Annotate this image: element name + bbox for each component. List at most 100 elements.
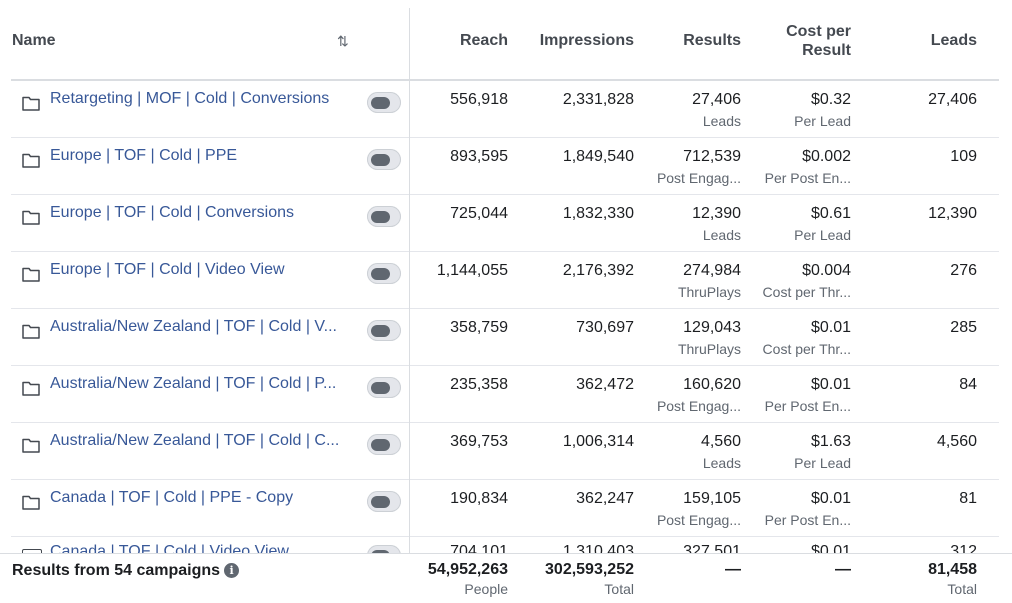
campaign-name-link[interactable]: Europe | TOF | Cold | PPE [50, 147, 238, 164]
leads-value: 312 [950, 543, 977, 555]
table-row[interactable]: Europe | TOF | Cold | Video View 1,144,05… [0, 251, 1012, 308]
cost-type: Cost per Thr... [762, 284, 851, 300]
total-results: — [725, 561, 741, 578]
cost-value: $1.63 [810, 433, 851, 450]
impressions-value: 2,176,392 [562, 262, 634, 279]
cost-type: Per Post En... [764, 398, 851, 414]
column-header-cost-per-result[interactable]: Cost per Result [752, 22, 851, 60]
cost-type: Per Lead [794, 455, 851, 471]
campaign-toggle[interactable] [367, 545, 401, 555]
folder-icon [22, 438, 40, 453]
campaign-name-link[interactable]: Europe | TOF | Cold | Video View [50, 261, 285, 278]
campaign-name-link[interactable]: Australia/New Zealand | TOF | Cold | P..… [50, 375, 337, 392]
toggle-knob [371, 325, 390, 337]
table-row[interactable]: Europe | TOF | Cold | PPE 893,595 1,849,54… [0, 137, 1012, 194]
campaign-name-link[interactable]: Retargeting | MOF | Cold | Conversions [50, 90, 330, 107]
cost-header-line2: Result [802, 42, 851, 59]
sort-icon[interactable]: ⇅ [337, 33, 349, 49]
results-value: 129,043 [683, 319, 741, 336]
folder-icon [22, 549, 42, 555]
info-icon[interactable]: i [224, 563, 240, 579]
leads-value: 27,406 [928, 91, 977, 108]
summary-label: Results from 54 campaigns i [12, 562, 240, 580]
campaign-toggle[interactable] [367, 92, 401, 113]
reach-value: 704,101 [450, 543, 508, 555]
column-header-name[interactable]: Name [12, 32, 56, 49]
leads-value: 276 [950, 262, 977, 279]
total-leads-sub: Total [947, 581, 977, 597]
folder-icon [22, 267, 40, 282]
table-row[interactable]: Australia/New Zealand | TOF | Cold | C..… [0, 422, 1012, 479]
cost-value: $0.32 [810, 91, 851, 108]
results-type: Leads [702, 227, 741, 243]
cost-type: Per Post En... [764, 512, 851, 528]
impressions-value: 730,697 [576, 319, 634, 336]
cost-value: $0.61 [810, 205, 851, 222]
leads-value: 81 [959, 490, 977, 507]
impressions-value: 1,006,314 [562, 433, 634, 450]
leads-value: 109 [950, 148, 977, 165]
campaign-name-link[interactable]: Australia/New Zealand | TOF | Cold | V..… [50, 318, 337, 335]
folder-icon [22, 210, 40, 225]
row-divider [11, 251, 999, 252]
row-divider [11, 536, 999, 537]
toggle-knob [371, 439, 390, 451]
cost-value: $0.01 [810, 490, 851, 507]
leads-value: 84 [959, 376, 977, 393]
campaign-name-link[interactable]: Australia/New Zealand | TOF | Cold | C..… [50, 432, 340, 449]
folder-icon [22, 495, 40, 510]
results-type: Leads [702, 455, 741, 471]
results-type: ThruPlays [677, 284, 741, 300]
cost-type: Per Post En... [764, 170, 851, 186]
results-type: Post Engag... [656, 398, 741, 414]
row-divider [11, 422, 999, 423]
row-divider [11, 308, 999, 309]
impressions-value: 1,832,330 [562, 205, 634, 222]
table-row[interactable]: Europe | TOF | Cold | Conversions 725,044… [0, 194, 1012, 251]
table-row[interactable]: Australia/New Zealand | TOF | Cold | P..… [0, 365, 1012, 422]
reach-value: 893,595 [450, 148, 508, 165]
campaign-name-link[interactable]: Canada | TOF | Cold | PPE - Copy [50, 489, 294, 506]
reach-value: 190,834 [450, 490, 508, 507]
reach-value: 1,144,055 [436, 262, 508, 279]
campaign-toggle[interactable] [367, 377, 401, 398]
toggle-knob [371, 496, 390, 508]
leads-value: 4,560 [936, 433, 977, 450]
table-row[interactable]: Canada | TOF | Cold | PPE - Copy 190,834 3… [0, 479, 1012, 536]
campaign-toggle[interactable] [367, 320, 401, 341]
header-divider [11, 79, 999, 81]
results-value: 160,620 [683, 376, 741, 393]
reach-value: 235,358 [450, 376, 508, 393]
total-reach: 54,952,263 [427, 561, 508, 578]
folder-icon [22, 324, 40, 339]
table-row[interactable]: Retargeting | MOF | Cold | Conversions 55… [0, 80, 1012, 137]
campaign-toggle[interactable] [367, 491, 401, 512]
results-value: 274,984 [683, 262, 741, 279]
toggle-knob [371, 97, 390, 109]
cost-value: $0.002 [802, 148, 851, 165]
column-header-reach[interactable]: Reach [459, 32, 508, 49]
impressions-value: 1,849,540 [562, 148, 634, 165]
column-header-leads[interactable]: Leads [930, 32, 977, 49]
cost-type: Per Lead [794, 227, 851, 243]
cost-value: $0.01 [810, 543, 851, 555]
impressions-value: 1,310,403 [562, 543, 634, 555]
column-header-results[interactable]: Results [683, 32, 741, 49]
column-header-impressions[interactable]: Impressions [539, 32, 634, 49]
results-type: Post Engag... [656, 512, 741, 528]
campaign-toggle[interactable] [367, 263, 401, 284]
cost-value: $0.004 [802, 262, 851, 279]
impressions-value: 362,247 [576, 490, 634, 507]
total-impressions: 302,593,252 [545, 561, 634, 578]
campaign-toggle[interactable] [367, 149, 401, 170]
table-header: Name ⇅ Reach Impressions Results Cost pe… [0, 0, 1012, 80]
toggle-knob [371, 550, 390, 555]
toggle-knob [371, 154, 390, 166]
campaign-toggle[interactable] [367, 434, 401, 455]
table-row[interactable]: Australia/New Zealand | TOF | Cold | V..… [0, 308, 1012, 365]
column-divider [409, 8, 410, 602]
cost-value: $0.01 [810, 376, 851, 393]
campaign-name-link[interactable]: Europe | TOF | Cold | Conversions [50, 204, 294, 221]
campaign-toggle[interactable] [367, 206, 401, 227]
cost-type: Cost per Thr... [762, 341, 851, 357]
